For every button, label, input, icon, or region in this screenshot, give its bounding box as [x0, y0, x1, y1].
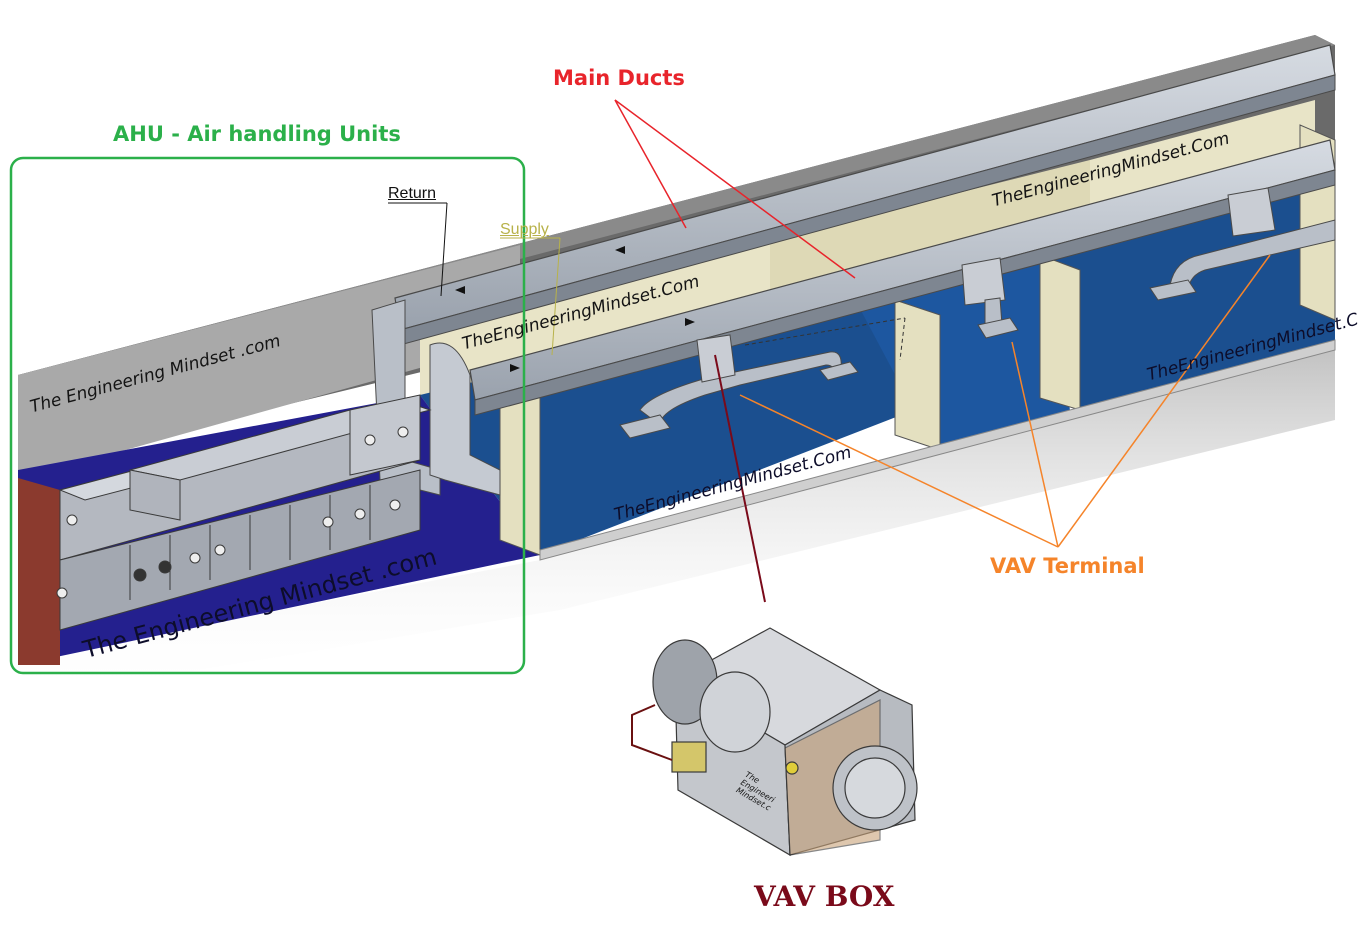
vav-box-illustration: [631, 627, 918, 857]
return-label: Return: [388, 185, 437, 202]
main-duct-lower-side: [474, 169, 1336, 416]
return-leader: [388, 202, 448, 297]
ahu-unit: [56, 394, 432, 631]
vav-box-leader: [714, 354, 766, 603]
vav-terminal-leaders: [739, 254, 1271, 548]
supply-duct-drop: [429, 342, 501, 496]
partition-2: [894, 299, 941, 451]
supply-leader: [500, 237, 561, 356]
vav-terminal-2: [961, 257, 1019, 339]
front-wall-edge: [539, 339, 1336, 561]
supply-label: Supply: [500, 221, 549, 238]
partition-3: [1039, 254, 1081, 411]
vav-box-label: VAV BOX: [754, 880, 895, 913]
ahu-label: AHU - Air handling Units: [113, 122, 401, 146]
vav-terminal-1: [619, 334, 859, 439]
airflow-arrows: [455, 246, 695, 372]
dashed-line-1: [744, 317, 906, 346]
ground-shadow: [20, 350, 1335, 700]
brick-wall: [18, 478, 60, 665]
main-ducts-leaders: [614, 99, 856, 279]
dashed-line-2: [899, 317, 906, 361]
main-ducts-label: Main Ducts: [553, 66, 685, 90]
vav-terminal-3: [1149, 187, 1336, 301]
ahu-outline: [9, 156, 526, 675]
vav-terminal-label: VAV Terminal: [990, 554, 1145, 578]
